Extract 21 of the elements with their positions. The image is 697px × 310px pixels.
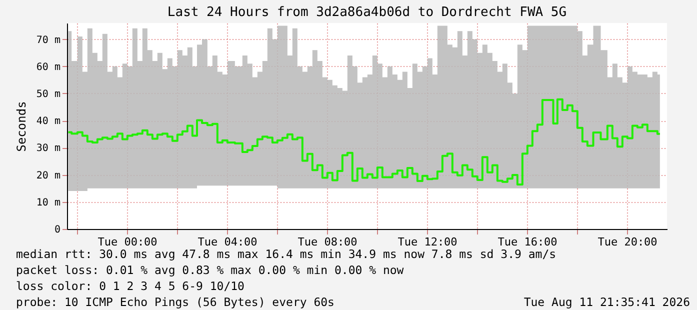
- y-tick-label: 70 m: [36, 34, 60, 46]
- text: Tue Aug 11 21:35:41 2026: [524, 295, 690, 309]
- text: probe: 10 ICMP Echo Pings (56 Bytes) every 60s: [16, 295, 334, 309]
- y-tick-label: 10 m: [36, 197, 60, 208]
- x-tick-label: Tue 00:00: [98, 236, 158, 248]
- chart-title: Last 24 Hours from 3d2a86a4b06d to Dordrecht FWA 5G: [167, 5, 567, 20]
- y-tick-label: 50 m: [36, 88, 60, 100]
- text: loss color: 0 1 2 3 4 5 6-9 10/10: [16, 279, 245, 293]
- text: packet loss: 0.01 % avg 0.83 % max 0.00 % min 0.00 % now: [16, 263, 404, 277]
- x-tick-label: Tue 04:00: [198, 236, 258, 248]
- x-tick-label: Tue 20:00: [598, 236, 658, 248]
- text: median rtt: 30.0 ms avg 47.8 ms max 16.4 ms min 34.9 ms now 7.8 ms sd 3.9 am/s: [16, 247, 556, 261]
- x-tick-label: Tue 12:00: [398, 236, 458, 248]
- y-tick-label: 20 m: [36, 170, 60, 182]
- x-tick-label: Tue 16:00: [498, 236, 558, 248]
- y-tick-label: 40 m: [36, 116, 60, 128]
- y-tick-label: 0: [54, 224, 60, 236]
- x-tick-label: Tue 08:00: [298, 236, 358, 248]
- y-tick-label: 30 m: [36, 143, 60, 154]
- y-tick-label: 60 m: [36, 62, 60, 73]
- y-axis-title: Seconds: [14, 101, 28, 152]
